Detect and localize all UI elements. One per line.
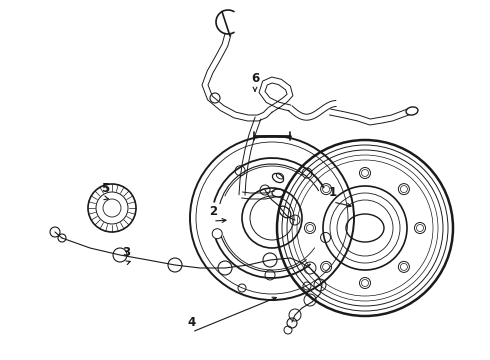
Text: 5: 5 xyxy=(101,181,109,194)
Text: 6: 6 xyxy=(251,72,259,85)
Text: 3: 3 xyxy=(122,247,130,260)
Text: 4: 4 xyxy=(188,315,196,328)
Text: 1: 1 xyxy=(329,185,337,198)
Text: 2: 2 xyxy=(209,204,217,217)
